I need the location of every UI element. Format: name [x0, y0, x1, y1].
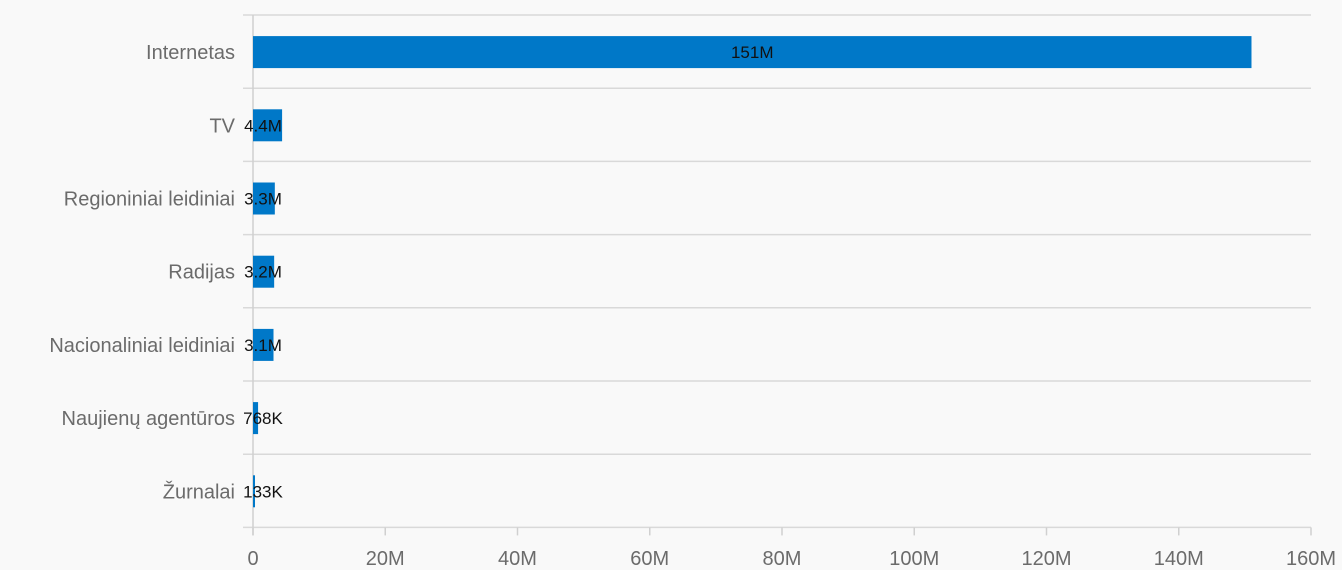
category-label: Naujienų agentūros	[62, 408, 235, 430]
category-labels: Internetas TV Regioniniai leidiniai Radijas…	[49, 42, 235, 503]
bar[interactable]	[253, 475, 255, 508]
x-axis: 0 20M 40M 60M 80M 100M 120M 140M 160M	[247, 527, 1336, 570]
data-label: 768K	[243, 409, 283, 428]
category-label: Nacionaliniai leidiniai	[49, 335, 235, 357]
bar[interactable]	[253, 255, 275, 288]
x-tick-label: 80M	[763, 548, 802, 570]
x-tick-label: 140M	[1154, 548, 1204, 570]
bars	[253, 36, 1252, 508]
x-tick-label: 160M	[1286, 548, 1336, 570]
category-label: Regioniniai leidiniai	[64, 189, 235, 211]
data-label: 3.3M	[244, 190, 282, 209]
x-tick-label: 120M	[1021, 548, 1071, 570]
x-tick-label: 40M	[498, 548, 537, 570]
x-tick-label: 60M	[630, 548, 669, 570]
x-tick-label: 0	[247, 548, 258, 570]
category-label: TV	[209, 115, 235, 137]
grid-lines	[243, 14, 1311, 536]
bar[interactable]	[253, 36, 1252, 69]
data-label: 133K	[243, 482, 283, 501]
bar[interactable]	[253, 109, 283, 142]
category-label: Radijas	[168, 262, 235, 284]
data-label: 151M	[731, 43, 774, 62]
x-tick-label: 20M	[366, 548, 405, 570]
data-labels: 151M 4.4M 3.3M 3.2M 3.1M 768K 133K	[243, 43, 773, 501]
bar[interactable]	[253, 402, 259, 435]
bar[interactable]	[253, 182, 275, 215]
bar[interactable]	[253, 328, 274, 361]
data-label: 3.2M	[244, 263, 282, 282]
category-label: Žurnalai	[163, 480, 235, 503]
data-label: 3.1M	[244, 336, 282, 355]
category-label: Internetas	[146, 42, 235, 64]
x-tick-label: 100M	[889, 548, 939, 570]
data-label: 4.4M	[244, 116, 282, 135]
